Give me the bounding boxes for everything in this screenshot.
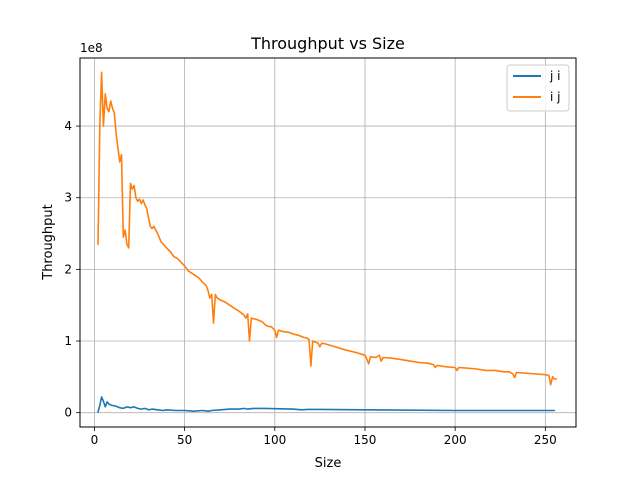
- y-tick-label: 0: [64, 406, 72, 420]
- y-axis-multiplier: 1e8: [80, 41, 103, 55]
- x-tick-label: 0: [91, 433, 99, 447]
- legend: j i i j: [506, 64, 570, 112]
- y-axis-ticks: 0 1 2 3 4: [64, 119, 80, 420]
- legend-label-j-i: j i: [549, 69, 560, 83]
- x-tick-label: 250: [534, 433, 557, 447]
- series-line-j-i: [97, 396, 556, 413]
- x-axis-label: Size: [315, 456, 342, 471]
- y-tick-label: 2: [64, 262, 72, 276]
- y-tick-label: 1: [64, 334, 72, 348]
- y-tick-label: 4: [64, 119, 72, 133]
- y-tick-label: 3: [64, 191, 72, 205]
- chart-title: Throughput vs Size: [250, 34, 405, 53]
- series-line-i-j: [97, 71, 558, 386]
- x-tick-label: 50: [177, 433, 192, 447]
- x-tick-label: 100: [263, 433, 286, 447]
- x-tick-label: 150: [354, 433, 377, 447]
- y-axis-label: Throughput: [41, 204, 56, 281]
- grid: [80, 58, 576, 427]
- x-axis-ticks: 0 50 100 150 200 250: [91, 427, 557, 447]
- plot-frame: [79, 57, 577, 428]
- x-tick-label: 200: [444, 433, 467, 447]
- series-lines: [97, 71, 558, 413]
- legend-label-i-j: i j: [550, 90, 560, 104]
